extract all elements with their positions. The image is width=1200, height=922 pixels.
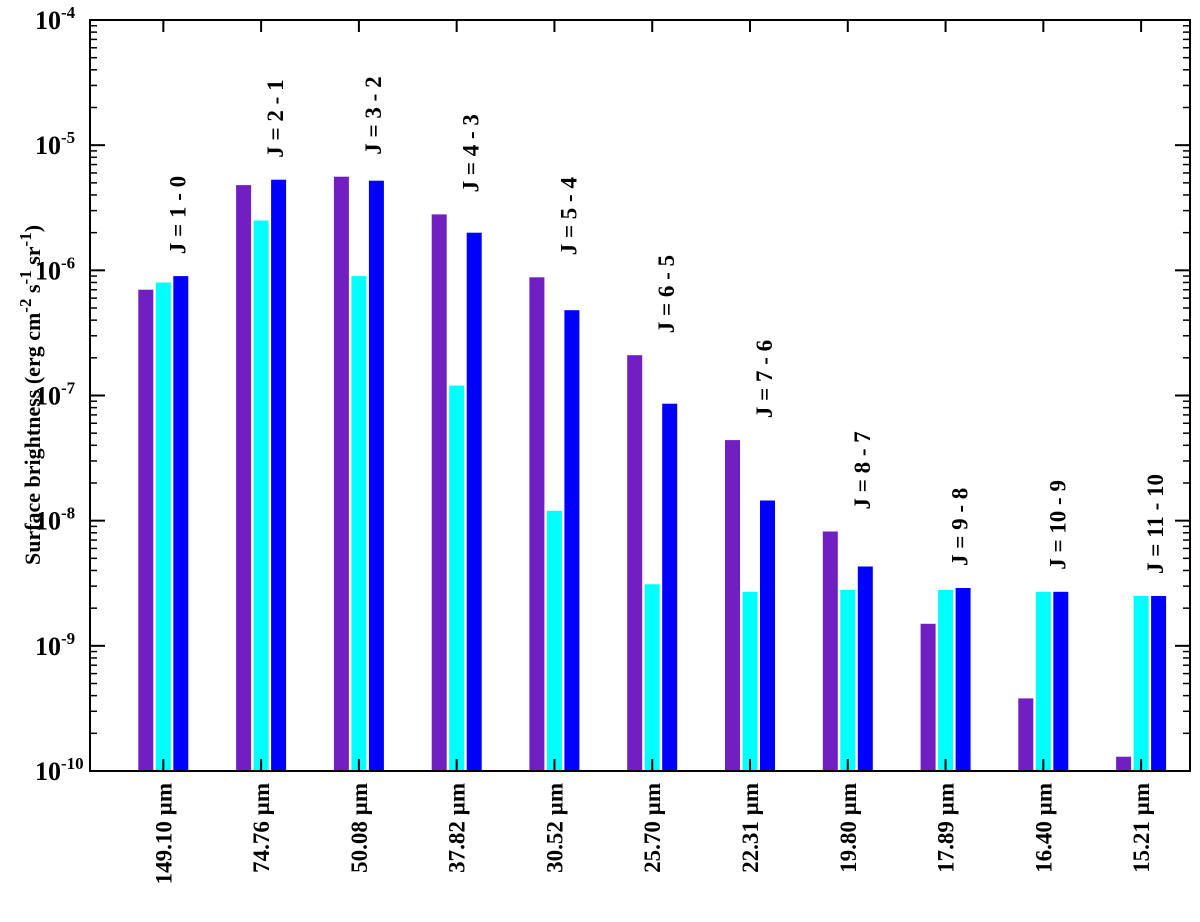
bar-2-1 bbox=[155, 282, 171, 771]
transition-label: J = 5 - 4 bbox=[556, 177, 581, 256]
transition-label: J = 8 - 7 bbox=[850, 431, 875, 509]
y-tick-label: 10-9 bbox=[35, 629, 75, 661]
bar-1-4 bbox=[431, 214, 447, 771]
bar-2-11 bbox=[1133, 596, 1149, 771]
bar-1-10 bbox=[1018, 698, 1034, 771]
transition-label: J = 9 - 8 bbox=[948, 488, 973, 566]
labels-layer: 149.10 µm J = 1 - 0 74.76 µm J = 2 - 1 50.08… bbox=[35, 3, 1168, 884]
bar-3-3 bbox=[368, 180, 384, 771]
x-tick-label: 37.82 µm bbox=[445, 783, 470, 873]
bar-2-7 bbox=[742, 591, 758, 771]
ticks-layer bbox=[90, 19, 1190, 772]
x-tick-label: 19.80 µm bbox=[836, 783, 861, 873]
bar-2-2 bbox=[253, 220, 269, 771]
transition-label: J = 6 - 5 bbox=[654, 255, 679, 333]
bar-1-5 bbox=[529, 277, 545, 771]
bar-2-6 bbox=[644, 584, 660, 771]
y-tick-label: 10-4 bbox=[35, 3, 76, 35]
bars-layer bbox=[138, 176, 1167, 772]
x-tick-label: 16.40 µm bbox=[1031, 783, 1056, 873]
bar-1-2 bbox=[236, 185, 252, 772]
bar-1-8 bbox=[822, 531, 838, 771]
bar-1-6 bbox=[627, 355, 643, 771]
bar-3-8 bbox=[857, 566, 873, 771]
bar-3-11 bbox=[1151, 596, 1167, 771]
x-tick-label: 74.76 µm bbox=[249, 783, 274, 873]
transition-label: J = 1 - 0 bbox=[165, 176, 190, 254]
x-tick-label: 50.08 µm bbox=[347, 783, 372, 873]
transition-label: J = 11 - 10 bbox=[1143, 474, 1168, 574]
bar-1-1 bbox=[138, 289, 154, 771]
bar-3-4 bbox=[466, 232, 482, 771]
bar-3-7 bbox=[760, 500, 775, 771]
x-tick-label: 17.89 µm bbox=[934, 783, 959, 873]
x-tick-label: 25.70 µm bbox=[640, 783, 665, 873]
bar-1-11 bbox=[1116, 756, 1132, 771]
bar-2-4 bbox=[449, 385, 465, 771]
bar-2-10 bbox=[1035, 591, 1051, 771]
y-axis-label: Surface brightness (erg cm-2 s-1 sr-1) bbox=[16, 225, 45, 565]
y-tick-label: 10-7 bbox=[35, 379, 76, 411]
transition-label: J = 3 - 2 bbox=[361, 76, 386, 154]
bar-3-9 bbox=[955, 588, 971, 771]
y-tick-label: 10-6 bbox=[35, 253, 75, 285]
y-tick-label: 10-5 bbox=[35, 128, 75, 160]
bar-3-6 bbox=[662, 403, 678, 771]
transition-label: J = 2 - 1 bbox=[263, 79, 288, 157]
bar-1-3 bbox=[333, 176, 349, 771]
x-tick-label: 30.52 µm bbox=[542, 783, 567, 873]
transition-label: J = 10 - 9 bbox=[1045, 480, 1070, 570]
bar-3-1 bbox=[173, 276, 189, 771]
y-tick-label: 10-10 bbox=[35, 754, 84, 786]
bar-1-7 bbox=[725, 440, 740, 771]
bar-2-5 bbox=[546, 510, 562, 771]
bar-2-8 bbox=[840, 589, 856, 771]
transition-label: J = 7 - 6 bbox=[752, 340, 777, 418]
bar-1-9 bbox=[920, 623, 936, 771]
x-tick-label: 22.31 µm bbox=[738, 783, 763, 873]
y-tick-label: 10-8 bbox=[35, 504, 75, 536]
bar-2-9 bbox=[938, 589, 954, 771]
x-tick-label: 15.21 µm bbox=[1129, 783, 1154, 873]
bar-2-3 bbox=[351, 276, 367, 771]
transition-label: J = 4 - 3 bbox=[459, 114, 484, 192]
bar-3-10 bbox=[1053, 591, 1069, 771]
bar-3-2 bbox=[271, 179, 287, 771]
x-tick-label: 149.10 µm bbox=[151, 783, 176, 884]
bar-3-5 bbox=[564, 310, 580, 771]
